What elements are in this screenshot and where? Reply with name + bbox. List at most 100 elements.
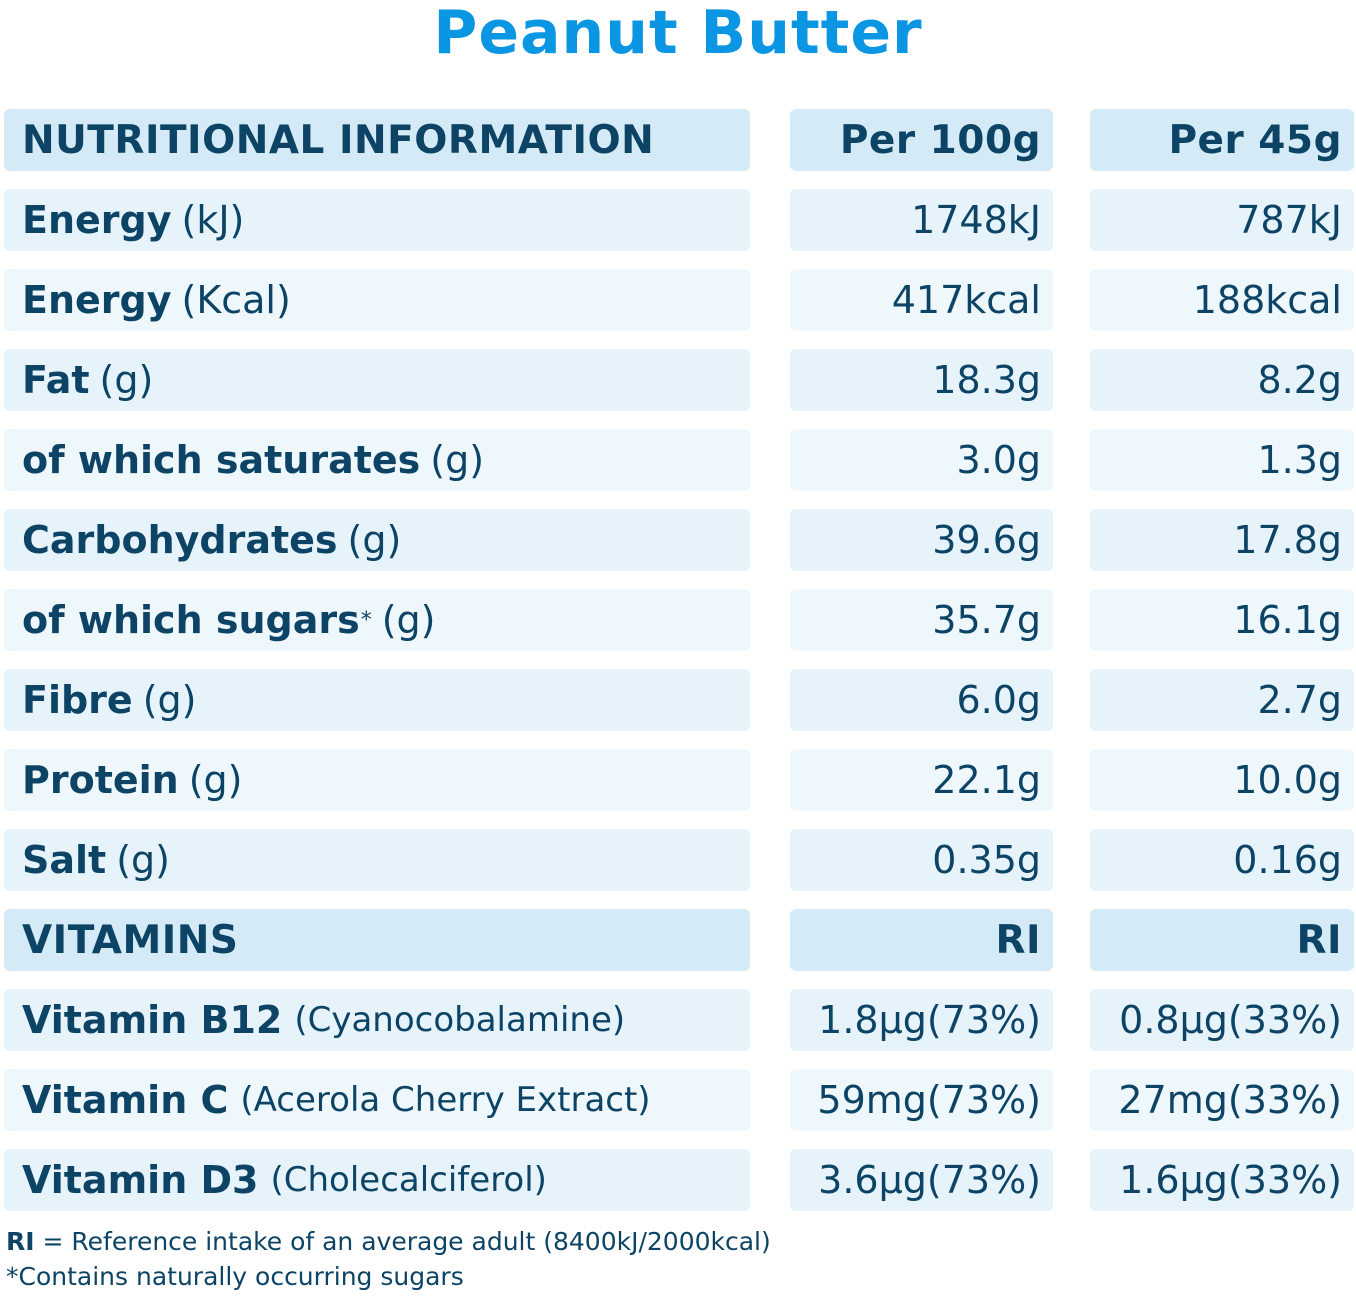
header-col2: Per 45g [1168, 117, 1342, 163]
vitamin-label-cell: Vitamin C (Acerola Cherry Extract) [4, 1069, 750, 1131]
row-per45-cell: 0.16g [1090, 829, 1354, 891]
vitamin-per45: 27mg(33%) [1118, 1078, 1342, 1122]
row-per45-cell: 8.2g [1090, 349, 1354, 411]
row-unit: (g) [381, 598, 436, 642]
vitamin-per100-cell: 59mg(73%) [790, 1069, 1053, 1131]
row-label: of which sugars [22, 598, 360, 642]
row-per100: 0.35g [932, 838, 1041, 882]
row-label-cell: Fat (g) [4, 349, 750, 411]
row-label: Fat [22, 358, 90, 402]
vitamin-label: Vitamin B12 [22, 998, 283, 1042]
row-per45-cell: 2.7g [1090, 669, 1354, 731]
row-per100-cell: 1748kJ [790, 189, 1053, 251]
vitamin-source: (Acerola Cherry Extract) [240, 1080, 651, 1120]
vitamin-per45: 1.6μg(33%) [1119, 1158, 1342, 1202]
vitamin-per100-cell: 1.8μg(73%) [790, 989, 1053, 1051]
vitamin-per45-cell: 0.8μg(33%) [1090, 989, 1354, 1051]
vitamin-label: Vitamin C [22, 1078, 229, 1122]
row-label: Salt [22, 838, 107, 882]
row-per45: 16.1g [1233, 598, 1342, 642]
vitamins-col2: RI [1296, 917, 1342, 963]
vitamins-label-cell: VITAMINS [4, 909, 750, 971]
row-per100: 35.7g [932, 598, 1041, 642]
row-label: Protein [22, 758, 179, 802]
row-unit: (g) [142, 678, 197, 722]
header-col1: Per 100g [839, 117, 1041, 163]
row-unit: (kJ) [181, 198, 245, 242]
row-label-cell: Salt (g) [4, 829, 750, 891]
sugars-asterisk: * [360, 607, 372, 633]
header-col1-cell: Per 100g [790, 109, 1053, 171]
header-col2-cell: Per 45g [1090, 109, 1354, 171]
row-unit: (g) [116, 838, 170, 882]
row-per45-cell: 16.1g [1090, 589, 1354, 651]
row-per45: 17.8g [1233, 518, 1342, 562]
page-title: Peanut Butter [433, 0, 923, 68]
row-label-cell: Fibre (g) [4, 669, 750, 731]
row-per100-cell: 39.6g [790, 509, 1053, 571]
row-per100: 3.0g [956, 438, 1041, 482]
vitamin-per100: 59mg(73%) [817, 1078, 1041, 1122]
vitamin-per100: 3.6μg(73%) [818, 1158, 1041, 1202]
row-per100: 417kcal [891, 278, 1041, 322]
sugars-footnote: *Contains naturally occurring sugars [6, 1262, 464, 1291]
row-label: Energy [22, 198, 172, 242]
row-label-cell: Energy (Kcal) [4, 269, 750, 331]
row-per100-cell: 3.0g [790, 429, 1053, 491]
row-unit: (g) [430, 438, 485, 482]
row-label-cell: Protein (g) [4, 749, 750, 811]
row-per45: 1.3g [1257, 438, 1342, 482]
vitamins-col1-cell: RI [790, 909, 1053, 971]
vitamin-label-cell: Vitamin D3 (Cholecalciferol) [4, 1149, 750, 1211]
row-per100-cell: 35.7g [790, 589, 1053, 651]
vitamin-per45: 0.8μg(33%) [1119, 998, 1342, 1042]
row-per45: 8.2g [1257, 358, 1342, 402]
row-label: Carbohydrates [22, 518, 338, 562]
vitamin-per45-cell: 1.6μg(33%) [1090, 1149, 1354, 1211]
ri-definition: = Reference intake of an average adult (… [34, 1227, 771, 1256]
row-per100-cell: 0.35g [790, 829, 1053, 891]
row-per45-cell: 188kcal [1090, 269, 1354, 331]
ri-footnote: RI = Reference intake of an average adul… [6, 1224, 771, 1259]
vitamin-source: (Cyanocobalamine) [294, 1000, 626, 1040]
row-unit: (g) [347, 518, 402, 562]
row-label-cell: Energy (kJ) [4, 189, 750, 251]
row-per45-cell: 17.8g [1090, 509, 1354, 571]
row-label-cell: Carbohydrates (g) [4, 509, 750, 571]
row-per100: 39.6g [932, 518, 1041, 562]
row-per45: 2.7g [1257, 678, 1342, 722]
row-label: of which saturates [22, 438, 421, 482]
row-per45: 10.0g [1233, 758, 1342, 802]
row-per100-cell: 18.3g [790, 349, 1053, 411]
vitamins-col2-cell: RI [1090, 909, 1354, 971]
header-label: NUTRITIONAL INFORMATION [22, 117, 655, 163]
row-label-cell: of which saturates (g) [4, 429, 750, 491]
row-per45-cell: 10.0g [1090, 749, 1354, 811]
vitamin-source: (Cholecalciferol) [270, 1160, 547, 1200]
ri-abbreviation: RI [6, 1227, 35, 1256]
row-per45-cell: 1.3g [1090, 429, 1354, 491]
row-label: Energy [22, 278, 172, 322]
row-label: Fibre [22, 678, 133, 722]
row-per45: 0.16g [1233, 838, 1342, 882]
row-unit: (g) [188, 758, 243, 802]
row-label-cell: of which sugars * (g) [4, 589, 750, 651]
header-label-cell: NUTRITIONAL INFORMATION [4, 109, 750, 171]
row-per100: 22.1g [932, 758, 1041, 802]
row-per45: 188kcal [1192, 278, 1342, 322]
vitamin-label-cell: Vitamin B12 (Cyanocobalamine) [4, 989, 750, 1051]
row-per45-cell: 787kJ [1090, 189, 1354, 251]
row-per100: 1748kJ [911, 198, 1041, 242]
row-per100-cell: 417kcal [790, 269, 1053, 331]
vitamin-per100-cell: 3.6μg(73%) [790, 1149, 1053, 1211]
row-per45: 787kJ [1236, 198, 1342, 242]
vitamins-label: VITAMINS [22, 917, 239, 963]
row-per100-cell: 6.0g [790, 669, 1053, 731]
row-unit: (g) [99, 358, 154, 402]
footnotes: RI = Reference intake of an average adul… [6, 1224, 771, 1294]
vitamin-per45-cell: 27mg(33%) [1090, 1069, 1354, 1131]
vitamins-col1: RI [995, 917, 1041, 963]
vitamin-label: Vitamin D3 [22, 1158, 259, 1202]
vitamin-per100: 1.8μg(73%) [818, 998, 1041, 1042]
row-per100-cell: 22.1g [790, 749, 1053, 811]
